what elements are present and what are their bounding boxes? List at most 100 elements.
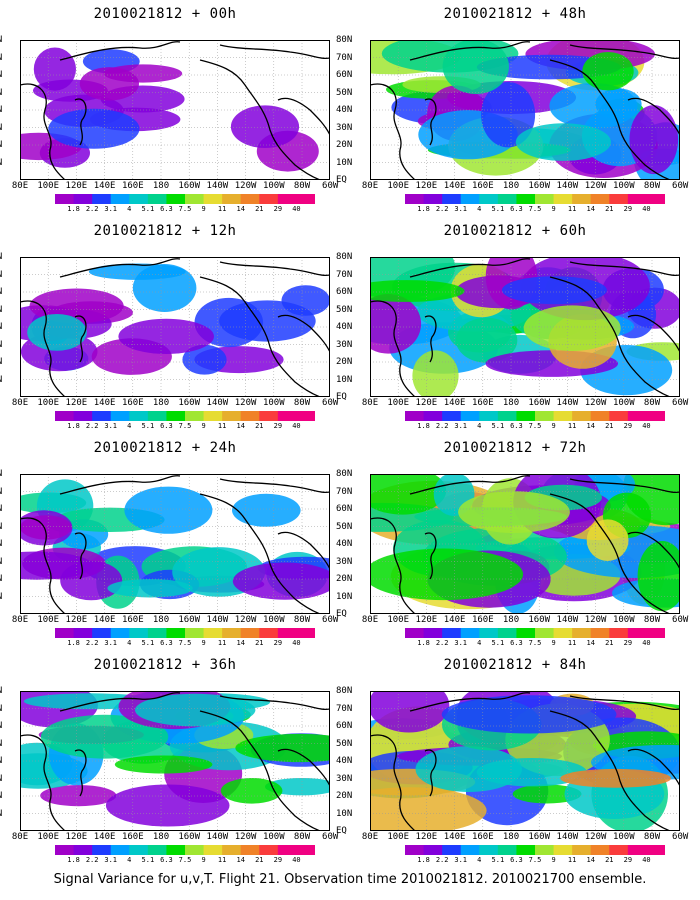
colorbar-label: 2.2: [435, 422, 449, 430]
lon-tick-label: 140W: [556, 181, 579, 191]
lon-tick-label: 100E: [37, 181, 60, 191]
variance-contour: [132, 264, 197, 312]
colorbar-label: 7.5: [178, 422, 192, 430]
colorbar-swatch: [479, 628, 499, 638]
colorbar-label: 6.3: [510, 205, 523, 213]
colorbar-swatch: [129, 411, 149, 421]
colorbar-label: 11: [217, 205, 227, 213]
lat-tick-label: 10N: [0, 809, 2, 819]
coastline: [409, 692, 531, 712]
colorbar-swatch: [166, 411, 186, 421]
lon-tick-label: 160W: [178, 832, 201, 842]
lat-tick-label: EQ: [0, 609, 2, 619]
lon-tick-label: 180: [502, 615, 520, 625]
variance-contour: [107, 579, 193, 598]
lon-tick-label: 120W: [584, 398, 607, 408]
coastline: [199, 276, 321, 397]
lat-tick-label: 70N: [336, 52, 353, 63]
lon-tick-label: 160E: [471, 181, 494, 191]
lon-tick-label: 100E: [37, 615, 60, 625]
lon-tick-label: 100E: [387, 615, 410, 625]
colorbar-label: 1.8: [417, 639, 430, 647]
coastline: [569, 261, 680, 277]
colorbar-swatch: [627, 845, 647, 855]
map-plot: [370, 691, 680, 831]
lon-tick-label: 100W: [262, 832, 285, 842]
map-panel: 2010021812 + 12h 80N 70N 60N 50N 40N 30N 20N 10N…: [0, 217, 338, 432]
colorbar-label: 9: [201, 639, 206, 647]
colorbar-swatch: [460, 411, 480, 421]
colorbar-label: 29: [623, 422, 633, 430]
lon-tick-label: 100E: [387, 398, 410, 408]
lat-tick-label: 20N: [0, 574, 2, 584]
lat-tick-label: 60N: [0, 70, 2, 80]
lon-tick-label: 100W: [612, 398, 635, 408]
coastline: [219, 261, 330, 277]
colorbar-swatch: [535, 411, 555, 421]
colorbar-swatch: [423, 411, 443, 421]
colorbar-label: 40: [642, 639, 651, 647]
colorbar-label: 6.3: [160, 856, 173, 864]
lon-tick-label: 100E: [37, 832, 60, 842]
colorbar-label: 29: [623, 639, 633, 647]
colorbar-label: 21: [255, 639, 264, 647]
colorbar-swatch: [277, 194, 297, 204]
coastline: [409, 475, 531, 495]
variance-contour: [637, 541, 680, 612]
colorbar-label: 5.1: [491, 639, 505, 647]
map-plot: [20, 40, 330, 180]
lat-tick-label: 10N: [0, 592, 2, 602]
colorbar-label: 7.5: [528, 639, 542, 647]
panel-title: 2010021812 + 24h: [93, 440, 237, 456]
coastline: [627, 314, 680, 353]
lon-tick-label: 180: [152, 832, 170, 842]
lon-tick-label: 160E: [121, 832, 144, 842]
colorbar-swatch: [627, 628, 647, 638]
colorbar-label: 1.8: [67, 639, 80, 647]
colorbar-label: 2.2: [435, 205, 449, 213]
colorbar-swatch: [627, 411, 647, 421]
lon-tick-label: 80W: [293, 398, 311, 408]
colorbar-swatch: [627, 194, 647, 204]
lon-tick-label: 60W: [322, 832, 339, 842]
variance-contour: [629, 105, 679, 175]
lon-tick-label: 160E: [121, 398, 144, 408]
colorbar-label: 3.1: [104, 422, 118, 430]
variance-contour: [501, 276, 607, 305]
lat-tick-label: 60N: [0, 287, 2, 297]
colorbar-label: 11: [567, 205, 577, 213]
lat-tick-label: 40N: [0, 322, 2, 332]
colorbar: [405, 194, 665, 204]
colorbar-swatch: [590, 845, 610, 855]
lon-tick-label: 140E: [443, 832, 466, 842]
colorbar-label: 1.8: [67, 205, 80, 213]
coastline: [59, 258, 181, 278]
lat-tick-label: 30N: [336, 122, 353, 133]
lon-tick-label: 160W: [528, 615, 551, 625]
coastline: [20, 734, 66, 831]
colorbar-swatch: [497, 411, 517, 421]
colorbar-swatch: [609, 194, 629, 204]
colorbar-label: 1.8: [417, 205, 430, 213]
colorbar-swatch: [296, 845, 315, 855]
colorbar-label: 29: [623, 205, 633, 213]
colorbar-swatch: [442, 628, 462, 638]
colorbar-label: 14: [586, 422, 595, 430]
variance-contour: [515, 123, 611, 161]
colorbar-swatch: [442, 845, 462, 855]
coastline: [74, 749, 87, 797]
colorbar-swatch: [590, 628, 610, 638]
colorbar-swatch: [185, 194, 205, 204]
colorbar-swatch: [572, 411, 592, 421]
colorbar-label: 14: [236, 422, 245, 430]
lon-tick-label: 140E: [443, 398, 466, 408]
colorbar-swatch: [222, 845, 242, 855]
colorbar-swatch: [516, 194, 536, 204]
lon-tick-label: 160E: [471, 832, 494, 842]
lat-tick-label: 60N: [336, 287, 353, 297]
colorbar-label: 9: [551, 639, 556, 647]
lon-tick-label: 140E: [93, 832, 116, 842]
coastline: [549, 59, 671, 180]
lon-tick-label: 120W: [584, 832, 607, 842]
lon-tick-label: 140W: [206, 832, 229, 842]
